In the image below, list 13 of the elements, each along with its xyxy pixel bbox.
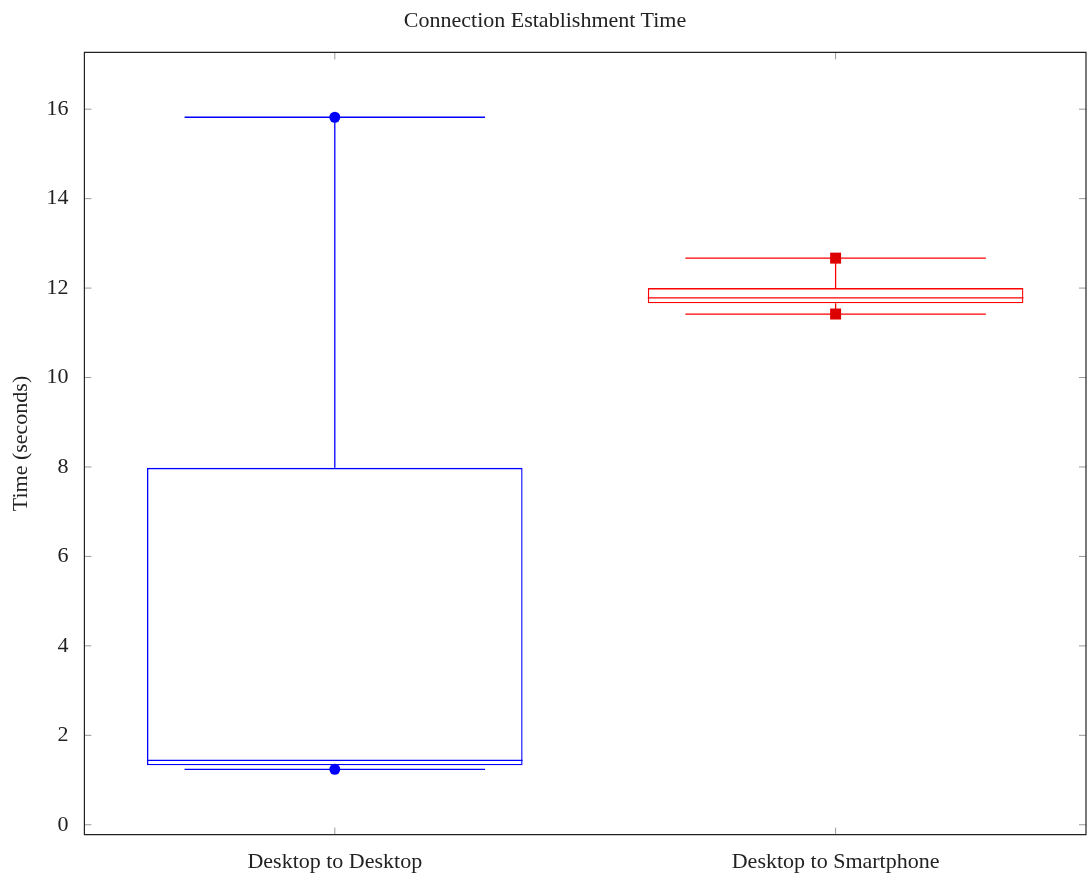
x-tick-label: Desktop to Desktop: [247, 847, 423, 873]
y-tick-label: 10: [46, 363, 69, 389]
y-tick-label: 8: [57, 452, 69, 478]
y-tick-label: 2: [57, 721, 69, 747]
y-axis-title: Time (seconds): [6, 375, 32, 512]
y-tick-label: 6: [57, 542, 69, 568]
chart-title: Connection Establishment Time: [403, 6, 687, 32]
y-tick-label: 16: [46, 94, 69, 120]
y-tick-label: 4: [57, 631, 69, 657]
y-tick-label: 14: [46, 184, 69, 210]
x-tick-label: Desktop to Smartphone: [731, 847, 940, 873]
y-tick-label: 12: [46, 273, 69, 299]
y-tick-label: 0: [57, 810, 69, 836]
